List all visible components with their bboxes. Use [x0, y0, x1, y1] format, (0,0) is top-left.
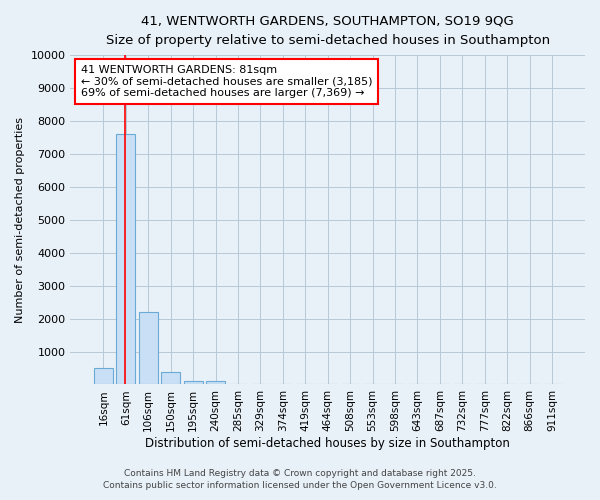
Bar	[94, 368, 113, 384]
Bar	[206, 381, 225, 384]
Bar	[139, 312, 158, 384]
Title: 41, WENTWORTH GARDENS, SOUTHAMPTON, SO19 9QG
Size of property relative to semi-d: 41, WENTWORTH GARDENS, SOUTHAMPTON, SO19…	[106, 15, 550, 47]
Bar	[161, 372, 180, 384]
Text: 41 WENTWORTH GARDENS: 81sqm
← 30% of semi-detached houses are smaller (3,185)
69: 41 WENTWORTH GARDENS: 81sqm ← 30% of sem…	[81, 65, 372, 98]
Bar	[184, 381, 203, 384]
Text: Contains HM Land Registry data © Crown copyright and database right 2025.
Contai: Contains HM Land Registry data © Crown c…	[103, 468, 497, 490]
Bar	[116, 134, 136, 384]
X-axis label: Distribution of semi-detached houses by size in Southampton: Distribution of semi-detached houses by …	[145, 437, 510, 450]
Y-axis label: Number of semi-detached properties: Number of semi-detached properties	[15, 117, 25, 323]
